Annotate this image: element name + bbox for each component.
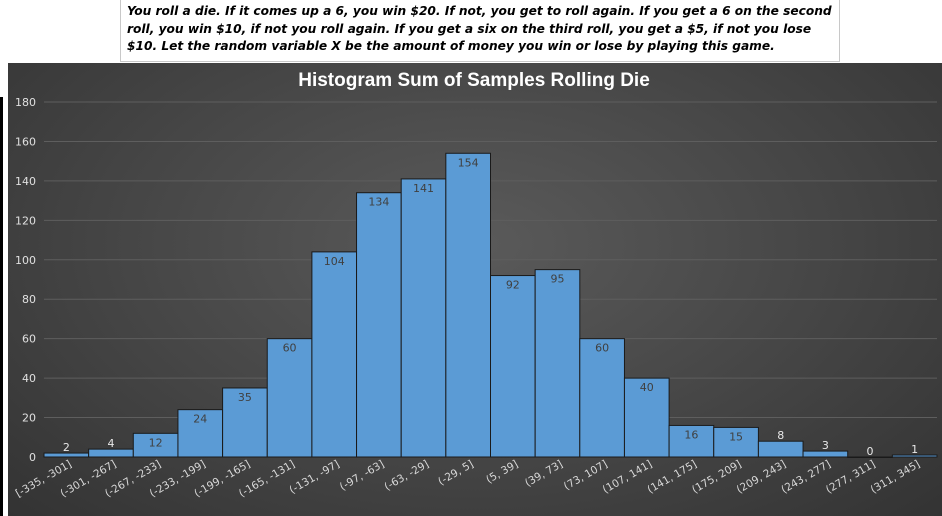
histogram-bar — [757, 440, 804, 458]
bars — [43, 152, 938, 458]
x-tick-label: (311, 345] — [869, 458, 923, 496]
x-tick-label: (-97, -63] — [338, 458, 387, 493]
data-label: 60 — [595, 342, 609, 355]
y-axis-ticks: 0 20 40 60 80 100 120 140 160 180 — [15, 96, 36, 464]
histogram-bar — [311, 251, 358, 458]
data-label: 40 — [640, 381, 654, 394]
y-tick-label: 0 — [29, 451, 36, 464]
histogram-bar — [490, 275, 536, 458]
data-label: 1 — [911, 443, 918, 456]
data-label: 2 — [63, 441, 70, 454]
left-border-line — [0, 97, 3, 516]
x-axis-ticks: [-335, -301](-301, -267](-267, -233](-23… — [14, 458, 923, 500]
y-tick-label: 140 — [15, 175, 36, 188]
histogram-bar — [400, 178, 447, 458]
data-label: 4 — [107, 437, 114, 450]
data-label: 60 — [283, 342, 297, 355]
x-tick-label: (39, 73] — [523, 458, 565, 489]
data-label: 95 — [550, 273, 564, 286]
chart-title: Histogram Sum of Samples Rolling Die — [298, 70, 650, 91]
x-tick-label: (-29, 5] — [436, 458, 476, 488]
y-tick-label: 160 — [15, 135, 36, 148]
x-tick-label: (141, 175] — [645, 458, 699, 496]
y-tick-label: 60 — [22, 333, 36, 346]
histogram-bar — [266, 338, 313, 458]
x-tick-label: (175, 209] — [690, 458, 744, 496]
histogram-bar — [356, 192, 402, 458]
x-tick-label: (243, 277] — [779, 458, 833, 496]
x-tick-label: (5, 39] — [484, 458, 520, 486]
histogram-bar — [445, 152, 492, 458]
histogram-bar — [623, 377, 670, 458]
x-tick-label: (277, 311] — [824, 458, 878, 496]
x-tick-label: (-131, -97] — [287, 458, 341, 496]
data-label: 12 — [149, 436, 163, 449]
data-label: 8 — [777, 429, 784, 442]
x-tick-label: (209, 243] — [735, 458, 789, 496]
data-label: 16 — [684, 428, 698, 441]
data-label: 134 — [368, 196, 389, 209]
x-tick-label: (107, 141] — [601, 458, 655, 496]
y-tick-label: 180 — [15, 96, 36, 109]
data-label: 154 — [458, 156, 479, 169]
y-tick-label: 100 — [15, 254, 36, 267]
data-label: 104 — [324, 255, 345, 268]
data-label: 3 — [822, 439, 829, 452]
data-label: 35 — [238, 391, 252, 404]
histogram-bar — [891, 454, 938, 458]
histogram-bar — [534, 269, 581, 458]
histogram-bar — [802, 450, 849, 458]
histogram-bar — [88, 448, 134, 458]
y-tick-label: 80 — [22, 293, 36, 306]
histogram-bar — [668, 424, 715, 458]
data-label: 141 — [413, 182, 434, 195]
histogram-bar — [713, 426, 759, 458]
problem-statement: You roll a die. If it comes up a 6, you … — [120, 0, 840, 62]
data-label: 24 — [193, 413, 207, 426]
data-label: 15 — [729, 430, 743, 443]
x-tick-label: (-63, -29] — [382, 458, 431, 493]
y-tick-label: 120 — [15, 214, 36, 227]
data-label: 0 — [867, 445, 874, 458]
y-tick-label: 40 — [22, 372, 36, 385]
y-tick-label: 20 — [22, 412, 36, 425]
histogram-bar — [579, 338, 625, 458]
data-label: 92 — [506, 279, 520, 292]
